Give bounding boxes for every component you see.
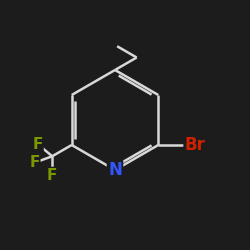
Text: F: F bbox=[47, 168, 58, 182]
Text: F: F bbox=[30, 155, 40, 170]
Text: N: N bbox=[108, 161, 122, 179]
Text: Br: Br bbox=[184, 136, 206, 154]
Text: F: F bbox=[33, 137, 43, 152]
